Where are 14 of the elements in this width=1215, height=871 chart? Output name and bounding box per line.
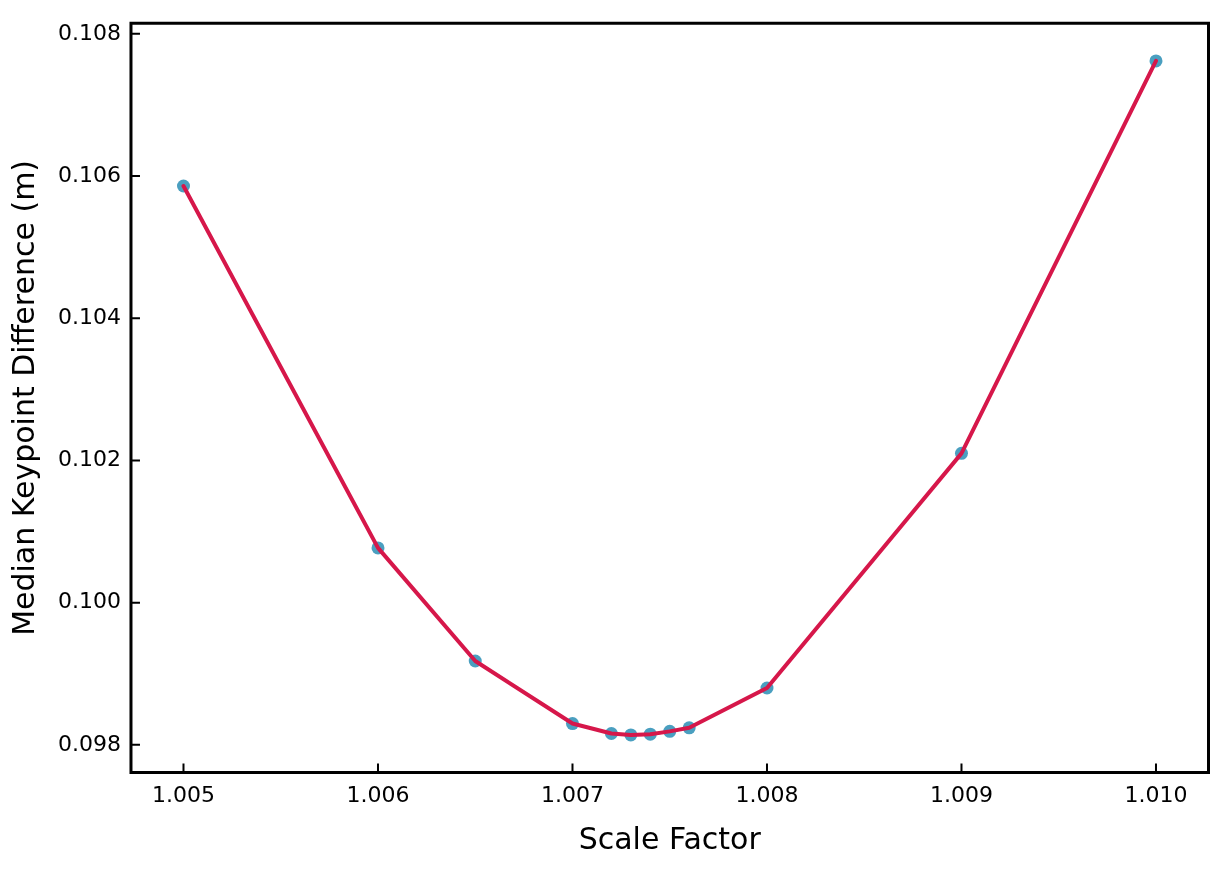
- x-tick-label: 1.008: [735, 781, 799, 807]
- x-tick-label: 1.006: [346, 781, 410, 807]
- y-tick-label: 0.108: [58, 19, 121, 45]
- y-tick-label: 0.098: [58, 730, 121, 756]
- x-axis-title: Scale Factor: [578, 820, 762, 856]
- x-tick-label: 1.007: [541, 781, 604, 807]
- y-tick-label: 0.102: [58, 446, 121, 472]
- y-tick-label: 0.106: [58, 161, 121, 187]
- x-tick-label: 1.010: [1124, 781, 1188, 807]
- x-tick-label: 1.005: [152, 781, 215, 807]
- y-tick-label: 0.100: [58, 588, 121, 614]
- y-tick-label: 0.104: [58, 303, 121, 329]
- x-tick-label: 1.009: [930, 781, 993, 807]
- y-axis-title: Median Keypoint Difference (m): [5, 159, 41, 636]
